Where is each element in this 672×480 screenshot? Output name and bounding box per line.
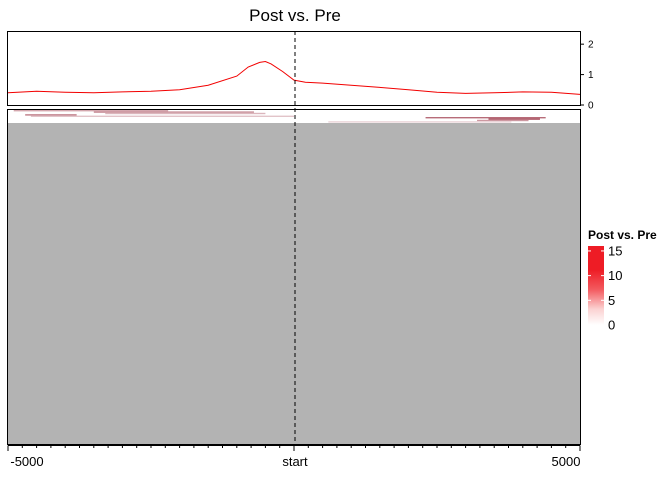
- legend-label: 0: [608, 318, 615, 333]
- x-minor-ticks: [7, 445, 581, 451]
- heatmap-panel-frame: [7, 109, 581, 445]
- heatmap-signal-row: [488, 118, 540, 120]
- profile-y-tick-label: 1: [588, 70, 594, 81]
- profile-y-tick-label: 0: [588, 101, 594, 112]
- legend-label: 15: [608, 243, 622, 258]
- heatmap-signal-row: [93, 111, 254, 113]
- heatmap-panel: [7, 109, 581, 445]
- heatmap-signal-row: [425, 117, 546, 119]
- chart-title: Post vs. Pre: [249, 6, 341, 25]
- heatmap-signal-row: [105, 112, 266, 115]
- heatmap-background: [8, 123, 580, 444]
- heatmap-signal-rows: [13, 110, 546, 123]
- x-tick-label-max: 5000: [552, 454, 581, 469]
- x-tick-label-min: -5000: [10, 454, 43, 469]
- legend-label: 10: [608, 268, 622, 283]
- heatmap-signal-row: [13, 110, 169, 112]
- profile-panel-frame: [7, 31, 581, 106]
- color-legend: Post vs. Pre 15 10 5 0: [588, 228, 657, 333]
- x-axis: -5000 start 5000: [7, 445, 581, 469]
- legend-colorbar: [588, 246, 604, 325]
- x-tick-label-start: start: [282, 454, 308, 469]
- legend-title: Post vs. Pre: [588, 228, 657, 242]
- legend-ticks: 15 10 5 0: [588, 243, 622, 333]
- heatmap-signal-row: [328, 121, 512, 123]
- heatmap-signal-row: [25, 114, 77, 116]
- profile-y-axis: 0 1 2: [580, 40, 594, 112]
- profile-panel: 0 1 2: [7, 31, 594, 112]
- profile-line: [7, 60, 581, 95]
- legend-label: 5: [608, 293, 615, 308]
- profile-y-tick-label: 2: [588, 40, 594, 51]
- heatmap-signal-row: [30, 115, 294, 117]
- heatmap-signal-row: [477, 119, 529, 122]
